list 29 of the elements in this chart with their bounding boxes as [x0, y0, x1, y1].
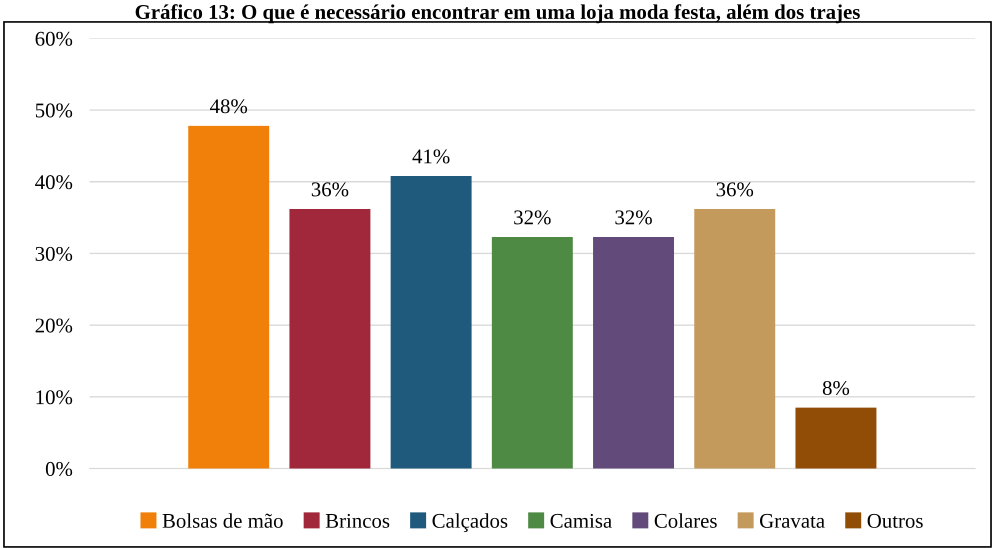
legend-label: Calçados [432, 513, 508, 532]
legend-label: Bolsas de mão [162, 513, 283, 528]
bar [795, 408, 876, 469]
y-tick-label: 20% [36, 318, 72, 333]
data-label: 32% [615, 210, 652, 224]
legend-label: Camisa [550, 514, 612, 528]
legend-label: Gravata [760, 514, 825, 528]
bar [694, 209, 776, 469]
bar [188, 126, 270, 469]
legend-label: Colares [654, 513, 717, 528]
bar [593, 236, 674, 469]
y-tick-label: 40% [35, 175, 72, 190]
bar [390, 176, 472, 469]
data-label: 48% [210, 99, 248, 114]
y-tick-label: 10% [36, 390, 72, 404]
bar [492, 236, 573, 469]
y-tick-label: 30% [36, 246, 72, 261]
data-label: 36% [312, 182, 348, 196]
chart-title: Gráfico 13: O que é necessário encontrar em uma loja moda festa, além dos trajes [136, 4, 860, 24]
data-label: 8% [822, 380, 850, 396]
y-tick-label: 50% [36, 103, 72, 118]
legend-label: Brincos [326, 514, 390, 528]
bar [289, 209, 370, 469]
legend-label: Outros [868, 514, 923, 528]
data-label: 36% [716, 182, 754, 196]
data-label: 32% [514, 210, 551, 224]
y-tick-label: 60% [36, 32, 72, 46]
y-tick-label: 0% [46, 462, 72, 476]
data-label: 41% [412, 149, 450, 164]
